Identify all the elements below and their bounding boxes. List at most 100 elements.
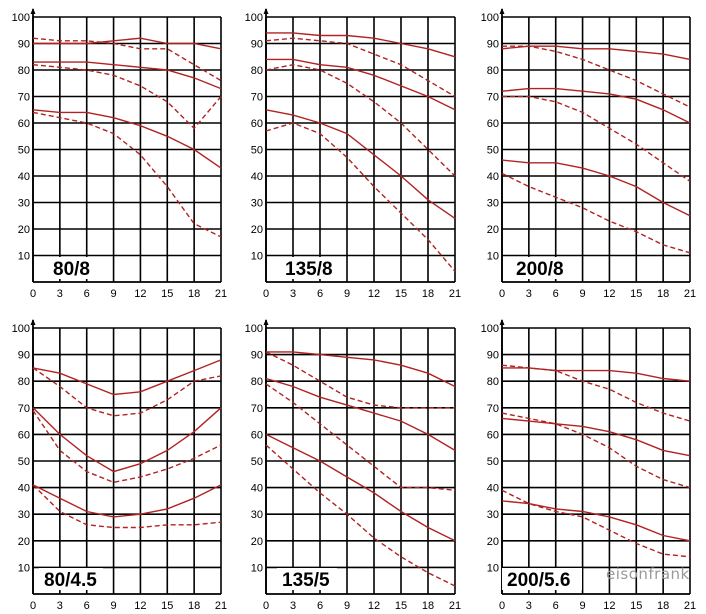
y-tick-label: 40 (18, 483, 30, 495)
x-tick-label: 21 (684, 600, 696, 612)
series-line-2-dashed (265, 351, 455, 409)
x-tick-label: 3 (290, 600, 296, 612)
y-tick-label: 80 (251, 376, 263, 388)
x-tick-label: 9 (111, 600, 117, 612)
chart-label-box (277, 568, 337, 590)
y-tick-label: 90 (487, 350, 499, 362)
chart-label-box (502, 568, 582, 590)
y-tick-label: 10 (18, 251, 30, 263)
x-tick-label: 15 (630, 600, 642, 612)
chart-label: 135/5 (282, 570, 330, 591)
y-tick-label: 60 (251, 118, 263, 130)
y-tick-label: 70 (487, 92, 499, 104)
y-tick-label: 30 (251, 509, 263, 521)
series-line-1-solid (33, 37, 222, 50)
y-tick-label: 50 (251, 145, 263, 157)
y-tick-label: 100 (481, 12, 499, 24)
x-tick-label: 21 (684, 288, 696, 300)
series-line-5-solid (32, 109, 222, 169)
y-axis-arrow-icon (499, 319, 505, 325)
y-tick-label: 10 (251, 251, 263, 263)
series-line-4-dashed (265, 63, 456, 177)
y-tick-label: 20 (18, 224, 30, 236)
x-tick-label: 0 (499, 600, 505, 612)
y-tick-label: 90 (251, 350, 263, 362)
x-tick-label: 0 (263, 600, 269, 612)
series-line-5-solid (265, 433, 456, 542)
x-tick-label: 12 (368, 600, 380, 612)
x-tick-label: 6 (317, 600, 323, 612)
y-tick-label: 40 (487, 483, 499, 495)
series-line-1-solid (502, 367, 691, 382)
y-tick-label: 80 (487, 65, 499, 77)
y-tick-label: 30 (251, 198, 263, 210)
x-tick-label: 9 (580, 288, 586, 300)
series-line-6-dashed (32, 484, 222, 529)
y-tick-label: 50 (487, 145, 499, 157)
series-line-6-dashed (501, 172, 691, 254)
y-tick-label: 20 (487, 536, 499, 548)
x-tick-label: 18 (657, 288, 669, 300)
series-line-5-solid (501, 159, 691, 217)
chart-label: 80/8 (53, 259, 90, 280)
x-tick-label: 3 (57, 600, 63, 612)
y-tick-label: 60 (18, 429, 30, 441)
chart-panel-2: 10 20 30 40 50 60 70 80 90 100 0 3 6 9 12 15 18 21 135/8 (245, 8, 461, 300)
y-tick-label: 70 (251, 403, 263, 415)
y-tick-label: 40 (251, 483, 263, 495)
series-line-6-dashed (265, 122, 456, 272)
series-line-5-solid (32, 484, 222, 518)
y-axis-arrow-icon (263, 8, 269, 14)
x-tick-label: 12 (603, 288, 615, 300)
series-line-4-dashed (265, 383, 456, 491)
x-tick-label: 9 (111, 288, 117, 300)
series-line-1-solid (266, 32, 456, 58)
y-tick-label: 80 (18, 376, 30, 388)
y-tick-label: 70 (18, 403, 30, 415)
y-tick-label: 80 (18, 65, 30, 77)
y-tick-label: 70 (487, 403, 499, 415)
x-tick-label: 21 (449, 600, 461, 612)
x-tick-label: 6 (84, 288, 90, 300)
y-tick-label: 30 (487, 198, 499, 210)
x-tick-label: 9 (580, 600, 586, 612)
x-tick-label: 15 (395, 600, 407, 612)
chart-label-box (280, 257, 340, 279)
x-tick-label: 21 (215, 600, 227, 612)
y-tick-label: 40 (487, 171, 499, 183)
y-tick-label: 80 (487, 376, 499, 388)
x-tick-label: 3 (526, 600, 532, 612)
x-tick-label: 0 (30, 288, 36, 300)
y-axis-arrow-icon (499, 8, 505, 14)
x-tick-label: 0 (30, 600, 36, 612)
chart-panel-6: 10 20 30 40 50 60 70 80 90 100 0 3 6 9 12 15 18 21 200/5.6 (481, 319, 696, 612)
y-axis-arrow-icon (30, 8, 36, 14)
chart-panel-4: 10 20 30 40 50 60 70 80 90 100 0 3 6 9 12 15 18 21 80/4.5 (12, 319, 227, 612)
series-line-3-solid (501, 417, 691, 457)
series-line-3-solid (32, 407, 222, 473)
x-tick-label: 6 (553, 288, 559, 300)
series-line-1-solid (32, 359, 222, 396)
y-tick-label: 20 (18, 536, 30, 548)
x-tick-label: 15 (161, 600, 173, 612)
series-line-4-dashed (501, 412, 691, 489)
series-line-6-dashed (265, 444, 456, 587)
chart-label-box (48, 257, 102, 279)
series-line-6-dashed (32, 111, 222, 238)
x-tick-label: 21 (449, 288, 461, 300)
series-line-3-solid (501, 87, 691, 124)
series-line-4-dashed (502, 95, 691, 182)
x-tick-label: 9 (344, 600, 350, 612)
x-tick-label: 9 (344, 288, 350, 300)
series-line-1-solid (501, 45, 691, 61)
chart-panel-5: 10 20 30 40 50 60 70 80 90 100 0 3 6 9 12 15 18 21 135/5 (245, 319, 461, 612)
chart-label-box (511, 257, 581, 279)
x-tick-label: 3 (526, 288, 532, 300)
chart-label-box (39, 568, 103, 590)
x-tick-label: 3 (290, 288, 296, 300)
y-tick-label: 20 (251, 536, 263, 548)
x-tick-label: 12 (603, 600, 615, 612)
y-tick-label: 50 (487, 456, 499, 468)
y-tick-label: 100 (245, 12, 263, 24)
